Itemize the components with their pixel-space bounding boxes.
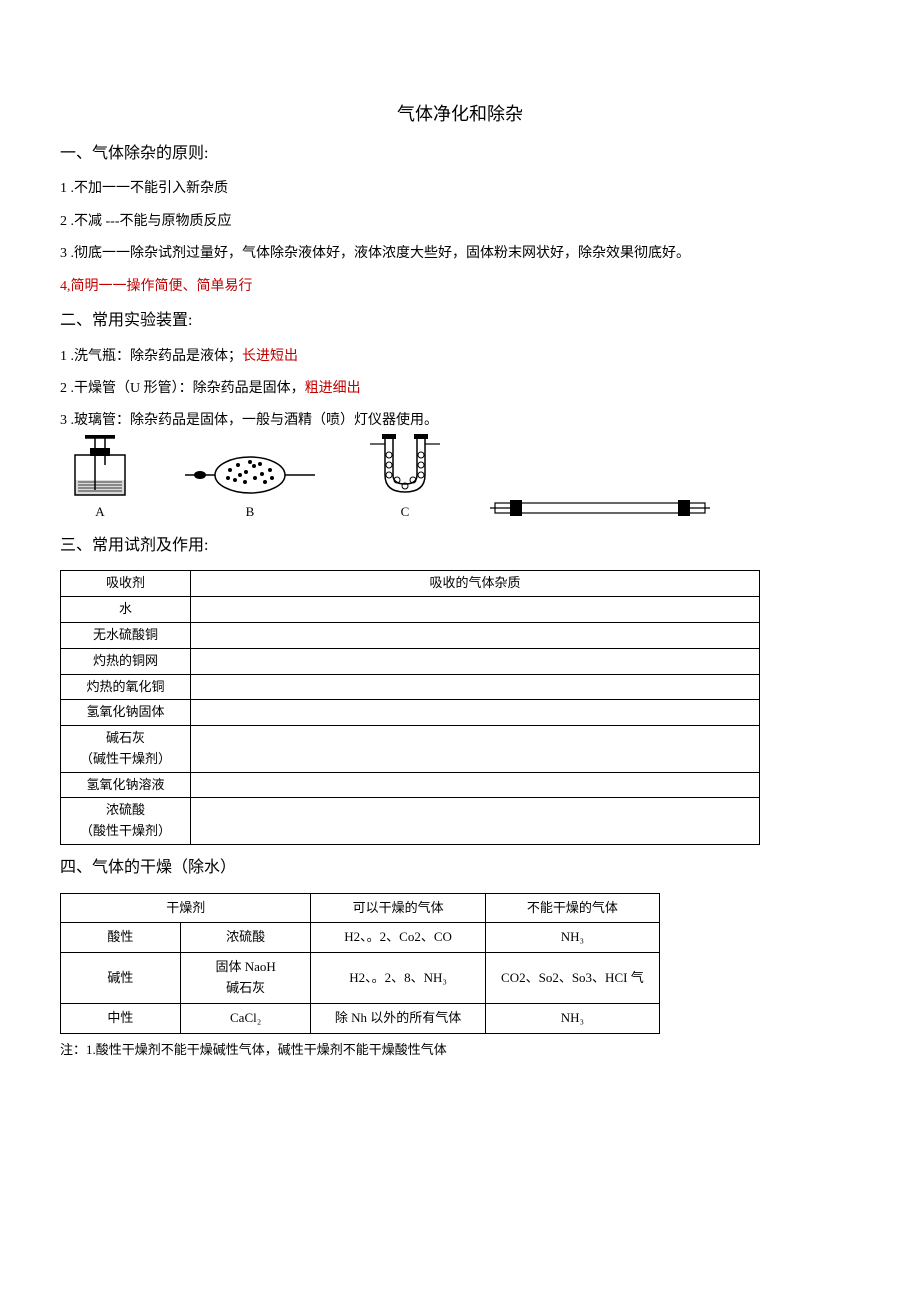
drying-tube-bulb-icon: [180, 450, 320, 500]
drying-r1-a: 酸性: [61, 923, 181, 953]
sec2-item-2-red: 粗进细出: [305, 381, 361, 396]
drying-note: 注：1.酸性干燥剂不能干燥碱性气体，碱性干燥剂不能干燥酸性气体: [60, 1040, 860, 1061]
drying-r3-d: NH₃: [485, 1003, 659, 1033]
drying-r1-c: H2、。2、Co2、CO: [311, 923, 485, 953]
drying-r3-c: 除 Nh 以外的所有气体: [311, 1003, 485, 1033]
sec2-item-2: 2 .干燥管（U 形管）：除杂药品是固体，粗进细出: [60, 378, 860, 400]
drying-th-1: 干燥剂: [61, 893, 311, 923]
diagram-c-label: C: [401, 502, 410, 523]
diagram-d: [490, 493, 710, 523]
section-3-heading: 三、常用试剂及作用:: [60, 533, 860, 559]
drying-r2-d: CO2、So2、So3、HCI 气: [485, 953, 659, 1004]
diagram-a-label: A: [95, 502, 104, 523]
reagents-cell: 灼热的氧化铜: [61, 674, 191, 700]
reagents-table: 吸收剂 吸收的气体杂质 水 无水硫酸铜 灼热的铜网 灼热的氧化铜 氢氧化钠固体 …: [60, 570, 760, 845]
reagents-empty: [191, 597, 760, 623]
reagents-empty: [191, 798, 760, 845]
sec1-item-3: 3 .彻底一一除杂试剂过量好，气体除杂液体好，液体浓度大些好，固体粉末网状好，除…: [60, 243, 860, 265]
drying-r2-b: 固体 NaoH 碱石灰: [180, 953, 311, 1004]
wash-bottle-icon: [60, 430, 140, 500]
diagram-b: B: [180, 450, 320, 523]
section-2-heading: 二、常用实验装置:: [60, 308, 860, 334]
reagents-empty: [191, 622, 760, 648]
drying-th-2: 可以干燥的气体: [311, 893, 485, 923]
reagents-cell: 氢氧化钠溶液: [61, 772, 191, 798]
diagram-b-label: B: [246, 502, 255, 523]
reagents-th-2: 吸收的气体杂质: [191, 571, 760, 597]
reagents-empty: [191, 700, 760, 726]
reagents-cell: 浓硫酸 （酸性干燥剂）: [61, 798, 191, 845]
reagents-th-1: 吸收剂: [61, 571, 191, 597]
reagents-cell: 氢氧化钠固体: [61, 700, 191, 726]
u-tube-icon: [360, 430, 450, 500]
section-4-heading: 四、气体的干燥（除水）: [60, 855, 860, 881]
reagents-empty: [191, 726, 760, 773]
drying-r3-a: 中性: [61, 1003, 181, 1033]
glass-tube-icon: [490, 493, 710, 523]
drying-r2-a: 碱性: [61, 953, 181, 1004]
apparatus-diagrams: A B: [60, 443, 860, 523]
drying-r1-d: NH₃: [485, 923, 659, 953]
reagents-empty: [191, 648, 760, 674]
sec2-item-1-red: 长进短出: [242, 349, 298, 364]
drying-r2-c: H2、。2、8、NH₃: [311, 953, 485, 1004]
reagents-cell: 灼热的铜网: [61, 648, 191, 674]
drying-r3-b: CaCl₂: [180, 1003, 311, 1033]
reagents-cell: 碱石灰 （碱性干燥剂）: [61, 726, 191, 773]
sec2-item-2-text: 2 .干燥管（U 形管）：除杂药品是固体，: [60, 381, 305, 396]
sec1-item-4: 4,简明一一操作简便、简单易行: [60, 276, 860, 298]
reagents-cell: 无水硫酸铜: [61, 622, 191, 648]
reagents-empty: [191, 674, 760, 700]
reagents-cell: 水: [61, 597, 191, 623]
sec2-item-1-text: 1 .洗气瓶：除杂药品是液体；: [60, 349, 242, 364]
drying-table: 干燥剂 可以干燥的气体 不能干燥的气体 酸性 浓硫酸 H2、。2、Co2、CO …: [60, 893, 660, 1034]
page-title: 气体净化和除杂: [60, 100, 860, 129]
sec2-item-3: 3 .玻璃管：除杂药品是固体，一般与酒精（喷）灯仪器使用。: [60, 410, 860, 432]
diagram-c: C: [360, 430, 450, 523]
diagram-a: A: [60, 430, 140, 523]
reagents-empty: [191, 772, 760, 798]
drying-th-3: 不能干燥的气体: [485, 893, 659, 923]
drying-r1-b: 浓硫酸: [180, 923, 311, 953]
section-1-heading: 一、气体除杂的原则:: [60, 141, 860, 167]
sec1-item-2: 2 .不减 ---不能与原物质反应: [60, 211, 860, 233]
sec2-item-1: 1 .洗气瓶：除杂药品是液体；长进短出: [60, 346, 860, 368]
sec1-item-1: 1 .不加一一不能引入新杂质: [60, 178, 860, 200]
